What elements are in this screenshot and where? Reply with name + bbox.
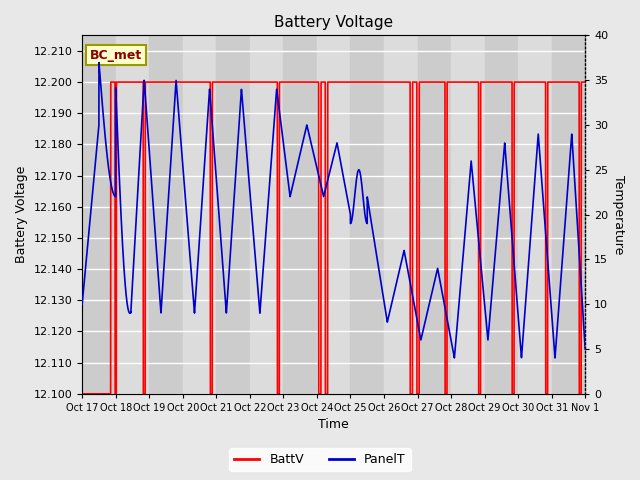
Bar xyxy=(216,36,250,394)
Bar xyxy=(417,36,451,394)
Bar xyxy=(351,36,384,394)
Bar xyxy=(317,36,351,394)
Bar xyxy=(518,36,552,394)
Legend: BattV, PanelT: BattV, PanelT xyxy=(229,448,411,471)
Bar xyxy=(149,36,183,394)
Bar xyxy=(82,36,116,394)
Bar xyxy=(484,36,518,394)
Bar xyxy=(250,36,284,394)
Y-axis label: Temperature: Temperature xyxy=(612,175,625,254)
Bar xyxy=(284,36,317,394)
Text: BC_met: BC_met xyxy=(90,48,142,61)
Bar xyxy=(552,36,585,394)
Bar xyxy=(116,36,149,394)
X-axis label: Time: Time xyxy=(318,419,349,432)
Bar xyxy=(451,36,484,394)
Y-axis label: Battery Voltage: Battery Voltage xyxy=(15,166,28,263)
Bar xyxy=(384,36,417,394)
Bar xyxy=(183,36,216,394)
Title: Battery Voltage: Battery Voltage xyxy=(274,15,393,30)
